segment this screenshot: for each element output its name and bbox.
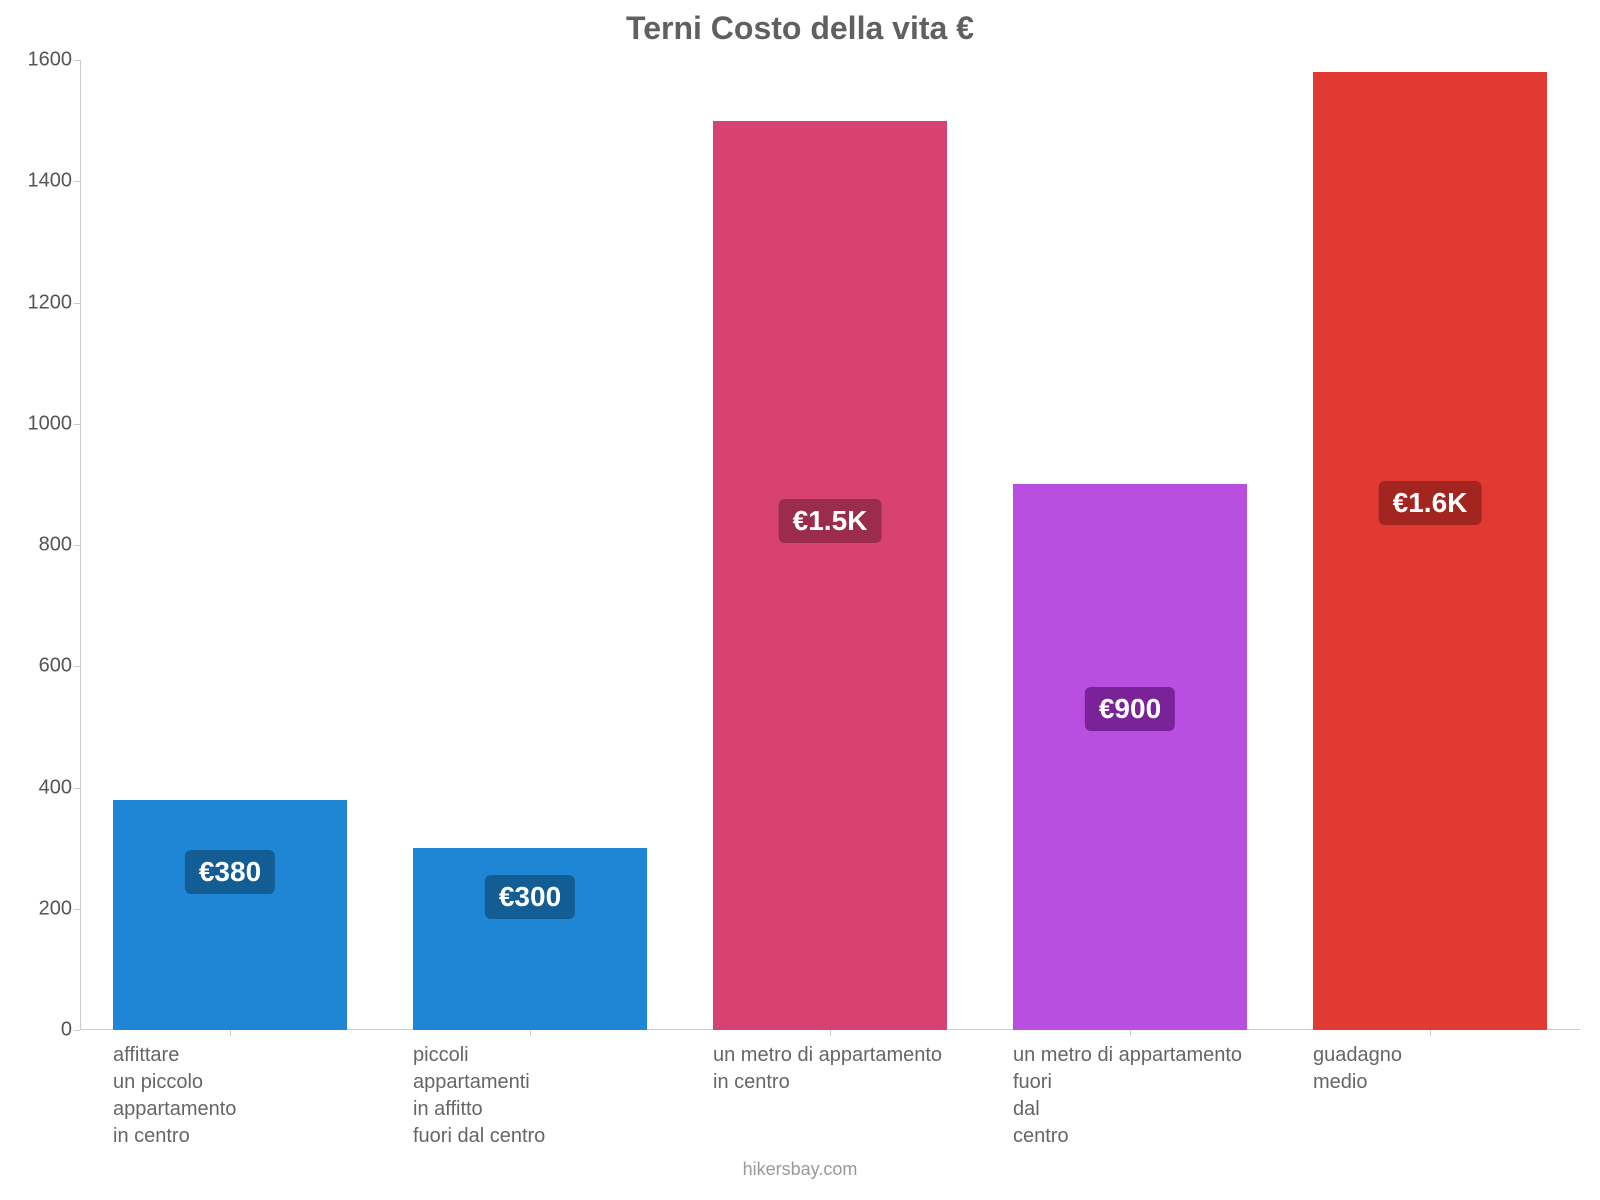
- plot-area: affittare un piccolo appartamento in cen…: [80, 60, 1580, 1030]
- y-tick: [74, 303, 80, 304]
- y-tick: [74, 788, 80, 789]
- x-tick-label: un metro di appartamento fuori dal centr…: [1013, 1042, 1242, 1150]
- y-tick: [74, 666, 80, 667]
- x-tick: [830, 1030, 831, 1036]
- chart-container: Terni Costo della vita € affittare un pi…: [0, 0, 1600, 1200]
- y-tick: [74, 1030, 80, 1031]
- bar: [713, 121, 947, 1030]
- bar: [1013, 484, 1247, 1030]
- y-tick-label: 1600: [12, 49, 72, 72]
- y-tick: [74, 424, 80, 425]
- y-tick-label: 600: [12, 655, 72, 678]
- y-tick: [74, 181, 80, 182]
- y-tick-label: 800: [12, 534, 72, 557]
- x-tick: [1430, 1030, 1431, 1036]
- x-tick: [530, 1030, 531, 1036]
- bar-value-label: €380: [185, 850, 275, 894]
- y-tick-label: 0: [12, 1019, 72, 1042]
- y-tick-label: 400: [12, 776, 72, 799]
- y-tick-label: 1000: [12, 412, 72, 435]
- y-tick-label: 1200: [12, 291, 72, 314]
- y-tick-label: 200: [12, 897, 72, 920]
- bar-value-label: €300: [485, 875, 575, 919]
- bar-value-label: €1.5K: [779, 499, 882, 543]
- bar-value-label: €900: [1085, 687, 1175, 731]
- bar: [113, 800, 347, 1030]
- y-tick: [74, 909, 80, 910]
- bar-value-label: €1.6K: [1379, 481, 1482, 525]
- chart-title: Terni Costo della vita €: [0, 10, 1600, 47]
- x-tick: [1130, 1030, 1131, 1036]
- x-tick-label: un metro di appartamento in centro: [713, 1042, 942, 1096]
- y-axis-line: [80, 60, 81, 1030]
- y-tick: [74, 60, 80, 61]
- chart-footer: hikersbay.com: [0, 1159, 1600, 1180]
- x-tick-label: piccoli appartamenti in affitto fuori da…: [413, 1042, 545, 1150]
- x-tick-label: guadagno medio: [1313, 1042, 1402, 1096]
- x-tick-label: affittare un piccolo appartamento in cen…: [113, 1042, 236, 1150]
- y-tick-label: 1400: [12, 170, 72, 193]
- y-tick: [74, 545, 80, 546]
- bar: [1313, 72, 1547, 1030]
- x-tick: [230, 1030, 231, 1036]
